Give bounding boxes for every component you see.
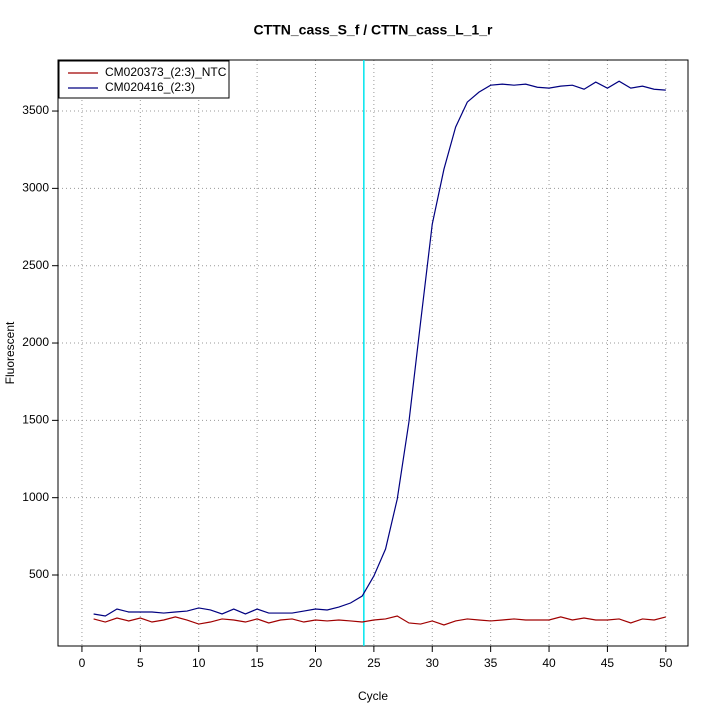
x-tick-label: 25 [367,656,381,670]
plot-frame [57,59,689,647]
x-tick-label: 5 [137,656,144,670]
x-tick-label: 30 [426,656,440,670]
series-line [93,80,666,617]
chart-title: CTTN_cass_S_f / CTTN_cass_L_1_r [254,22,493,38]
y-tick-label: 2500 [22,258,49,272]
y-tick-label: 1000 [22,490,49,504]
x-tick-label: 40 [542,656,556,670]
x-tick-label: 15 [250,656,264,670]
x-tick-label: 10 [192,656,206,670]
legend-label: CM020416_(2:3) [105,80,195,94]
series-line [93,615,666,626]
y-tick-label: 1500 [22,413,49,427]
x-tick-label: 0 [79,656,86,670]
y-axis-label: Fluorescent [3,321,17,384]
x-axis-label: Cycle [358,689,388,703]
x-tick-label: 35 [484,656,498,670]
y-tick-label: 500 [29,567,49,581]
x-tick-label: 50 [659,656,673,670]
y-tick-label: 3000 [22,181,49,195]
legend-box [58,60,230,99]
x-tick-label: 45 [601,656,615,670]
y-tick-label: 3500 [22,103,49,117]
x-tick-label: 20 [309,656,323,670]
y-tick-label: 2000 [22,335,49,349]
legend-label: CM020373_(2:3)_NTC [105,65,227,79]
